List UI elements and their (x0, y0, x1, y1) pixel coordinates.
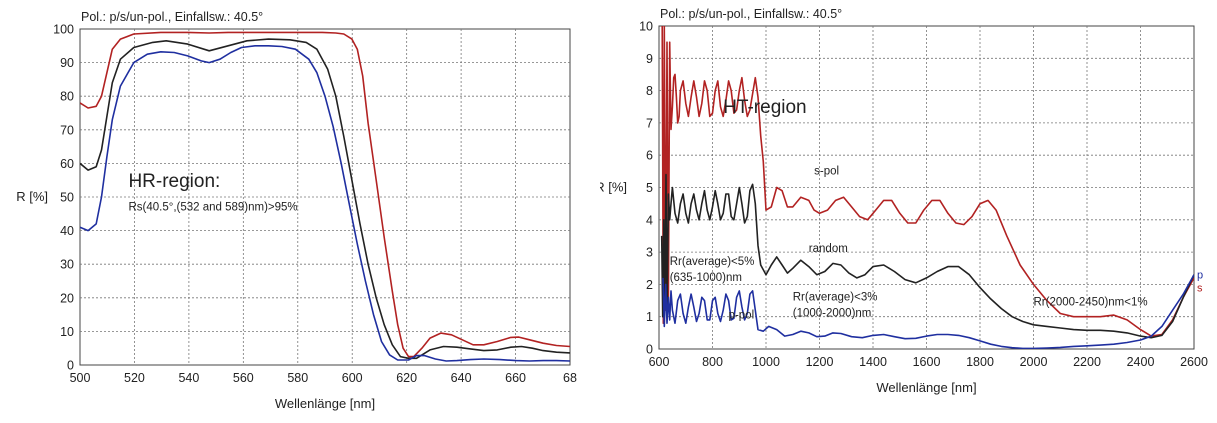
x-tick-label: 1400 (859, 355, 887, 369)
series-line-1 (80, 38, 570, 360)
y-tick-label: 9 (646, 52, 653, 66)
y-tick-label: 50 (60, 191, 74, 205)
annotation: Rs(40.5°,(532 and 589)nm)>95% (128, 201, 297, 213)
x-tick-label: 1600 (913, 355, 941, 369)
x-tick-label: 660 (505, 371, 526, 385)
x-tick-label: 2400 (1127, 355, 1155, 369)
y-tick-label: 1 (646, 310, 653, 324)
x-tick-label: 620 (396, 371, 417, 385)
chart-ht-region: 600 800 1000 1200 1400 1600 1800 2000 2200 2400 26… (600, 7, 1208, 395)
series-line-0 (80, 31, 570, 358)
annotation: random (809, 243, 848, 255)
x-tick-label: 800 (702, 355, 723, 369)
y-tick-label: 70 (60, 123, 74, 137)
annotation: HR-region: (128, 171, 220, 192)
y-tick-label: 90 (60, 56, 74, 70)
x-tick-label: 2200 (1073, 355, 1101, 369)
y-tick-label: 6 (646, 149, 653, 163)
y-tick-label: 80 (60, 90, 74, 104)
y-axis-label: R [%] (16, 189, 48, 204)
y-tick-label: 8 (646, 84, 653, 98)
y-tick-label: 0 (67, 359, 74, 373)
y-tick-label: 60 (60, 157, 74, 171)
y-tick-label: 7 (646, 116, 653, 130)
y-tick-label: 10 (60, 325, 74, 339)
x-tick-label: 2600 (1180, 355, 1208, 369)
y-tick-label: 4 (646, 213, 653, 227)
y-tick-label: 5 (646, 181, 653, 195)
y-tick-label: 30 (60, 258, 74, 272)
chart-header: Pol.: p/s/un-pol., Einfallsw.: 40.5° (81, 10, 263, 24)
y-tick-label: 20 (60, 291, 74, 305)
x-tick-label: 520 (124, 371, 145, 385)
x-tick-label: 2000 (1020, 355, 1048, 369)
series-line-0 (661, 26, 1194, 337)
y-tick-label: 40 (60, 224, 74, 238)
x-axis-label: Wellenlänge [nm] (275, 396, 375, 411)
x-tick-label: 500 (70, 371, 91, 385)
annotation: Rr(average)<3% (793, 292, 878, 304)
x-tick-label: 640 (451, 371, 472, 385)
series-line-2 (662, 274, 1194, 349)
y-tick-label: 10 (639, 20, 653, 34)
annotation: s-pol (814, 166, 839, 178)
x-tick-label: 68 (563, 371, 577, 385)
annotation: (635-1000)nm (670, 272, 742, 284)
y-axis-label: R [%] (600, 180, 627, 195)
annotation: p-pol (729, 309, 755, 321)
annotation: (1000-2000)nm (793, 308, 872, 320)
y-tick-label: 2 (646, 278, 653, 292)
x-tick-label: 580 (287, 371, 308, 385)
x-tick-label: 1800 (966, 355, 994, 369)
x-tick-label: 600 (649, 355, 670, 369)
x-tick-label: 560 (233, 371, 254, 385)
x-axis-label: Wellenlänge [nm] (876, 380, 976, 395)
series-end-label: p (1197, 269, 1203, 281)
chart-header: Pol.: p/s/un-pol., Einfallsw.: 40.5° (660, 7, 842, 21)
x-tick-label: 1200 (806, 355, 834, 369)
y-tick-label: 100 (53, 23, 74, 37)
series-line-2 (80, 44, 570, 362)
series-line-1 (660, 173, 1194, 339)
annotation: Rr(average)<5% (670, 256, 755, 268)
annotation: HT-region (723, 97, 806, 118)
annotation: Rr(2000-2450)nm<1% (1034, 296, 1148, 308)
chart-hr-region: 500 520 540 560 580 600 620 640 660 6801020304050… (16, 10, 577, 411)
series-end-label: s (1197, 282, 1203, 294)
x-tick-label: 1000 (752, 355, 780, 369)
y-tick-label: 0 (646, 343, 653, 357)
x-tick-label: 540 (178, 371, 199, 385)
y-tick-label: 3 (646, 246, 653, 260)
x-tick-label: 600 (342, 371, 363, 385)
